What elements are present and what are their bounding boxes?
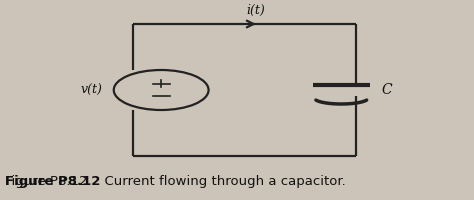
Text: Figure P8.12: Figure P8.12 xyxy=(5,175,100,188)
Text: v(t): v(t) xyxy=(80,83,102,96)
Text: C: C xyxy=(382,83,392,97)
Text: Figure P8.12    Current flowing through a capacitor.: Figure P8.12 Current flowing through a c… xyxy=(5,175,346,188)
Text: i(t): i(t) xyxy=(246,4,265,17)
